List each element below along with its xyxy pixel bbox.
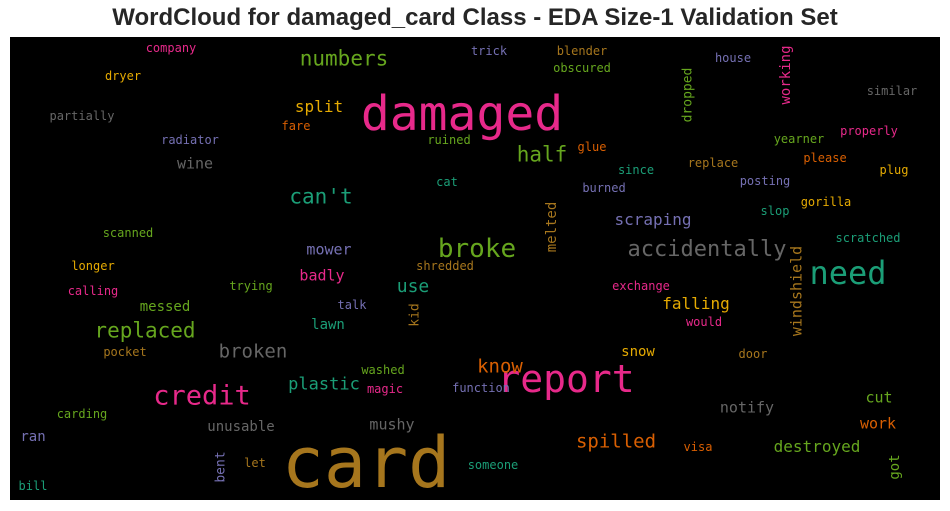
word-falling: falling <box>662 294 730 313</box>
word-destroyed: destroyed <box>773 437 861 456</box>
word-got: got <box>887 454 903 480</box>
word-function: function <box>452 381 510 395</box>
word-partially: partially <box>49 109 115 123</box>
word-washed: washed <box>361 363 405 377</box>
word-trying: trying <box>229 279 273 293</box>
word-exchange: exchange <box>612 279 670 293</box>
word-posting: posting <box>739 174 791 188</box>
word-badly: badly <box>299 266 345 285</box>
word-wine: wine <box>176 154 214 173</box>
word-pocket: pocket <box>103 345 147 359</box>
word-carding: carding <box>56 407 108 421</box>
word-notify: notify <box>719 398 775 417</box>
word-half: half <box>516 142 568 167</box>
word-damaged: damaged <box>360 86 564 142</box>
word-scratched: scratched <box>835 231 901 245</box>
word-replaced: replaced <box>94 318 196 343</box>
word-properly: properly <box>840 124 898 138</box>
word-door: door <box>738 347 768 361</box>
word-visa: visa <box>683 440 713 454</box>
word-unusable: unusable <box>207 419 275 435</box>
word-working: working <box>778 45 794 105</box>
word-plastic: plastic <box>288 374 360 395</box>
word-scraping: scraping <box>614 210 692 229</box>
word-snow: snow <box>621 344 655 360</box>
chart-title: WordCloud for damaged_card Class - EDA S… <box>112 4 838 31</box>
word-cut: cut <box>865 388 893 407</box>
word-numbers: numbers <box>299 46 389 71</box>
word-know: know <box>477 355 523 378</box>
word-burned: burned <box>582 181 626 195</box>
word-similar: similar <box>866 84 918 98</box>
word-mower: mower <box>306 240 352 259</box>
word-card: card <box>281 422 451 500</box>
word-gorilla: gorilla <box>800 195 852 209</box>
word-spilled: spilled <box>575 430 657 453</box>
word-ruined: ruined <box>427 133 471 147</box>
word-can-t: can't <box>289 184 353 209</box>
word-need: need <box>809 254 887 292</box>
word-would: would <box>685 315 723 329</box>
word-radiator: radiator <box>161 133 219 147</box>
word-house: house <box>714 51 752 65</box>
word-scanned: scanned <box>102 226 154 240</box>
word-magic: magic <box>366 382 404 396</box>
word-fare: fare <box>281 119 311 133</box>
word-work: work <box>859 414 897 433</box>
word-obscured: obscured <box>553 61 611 75</box>
word-report: report <box>497 357 635 401</box>
word-windshield: windshield <box>787 245 806 337</box>
word-broke: broke <box>437 234 517 264</box>
word-use: use <box>396 276 430 297</box>
word-broken: broken <box>218 340 288 363</box>
word-let: let <box>244 456 266 470</box>
word-plug: plug <box>879 163 909 177</box>
word-messed: messed <box>139 299 191 315</box>
word-bent: bent <box>213 451 229 483</box>
word-company: company <box>145 41 197 55</box>
word-longer: longer <box>71 259 115 273</box>
word-kid: kid <box>407 303 423 327</box>
word-bill: bill <box>18 479 48 493</box>
word-accidentally: accidentally <box>627 237 787 262</box>
word-split: split <box>294 97 344 116</box>
word-mushy: mushy <box>369 415 415 434</box>
word-calling: calling <box>67 284 119 298</box>
word-shredded: shredded <box>416 259 474 273</box>
word-glue: glue <box>577 140 607 154</box>
word-cat: cat <box>436 175 458 189</box>
word-please: please <box>803 151 847 165</box>
word-dryer: dryer <box>104 69 142 83</box>
word-dropped: dropped <box>680 67 696 123</box>
word-replace: replace <box>687 156 739 170</box>
wordcloud-canvas: card damaged report need credit broke accident… <box>10 37 940 500</box>
word-talk: talk <box>337 298 367 312</box>
word-blender: blender <box>556 44 608 58</box>
word-someone: someone <box>467 458 519 472</box>
word-lawn: lawn <box>311 317 345 333</box>
word-trick: trick <box>470 44 508 58</box>
word-yearner: yearner <box>773 132 825 146</box>
word-since: since <box>617 163 655 177</box>
word-ran: ran <box>20 429 46 445</box>
word-melted: melted <box>544 201 560 253</box>
word-credit: credit <box>153 380 251 412</box>
word-slop: slop <box>760 204 790 218</box>
